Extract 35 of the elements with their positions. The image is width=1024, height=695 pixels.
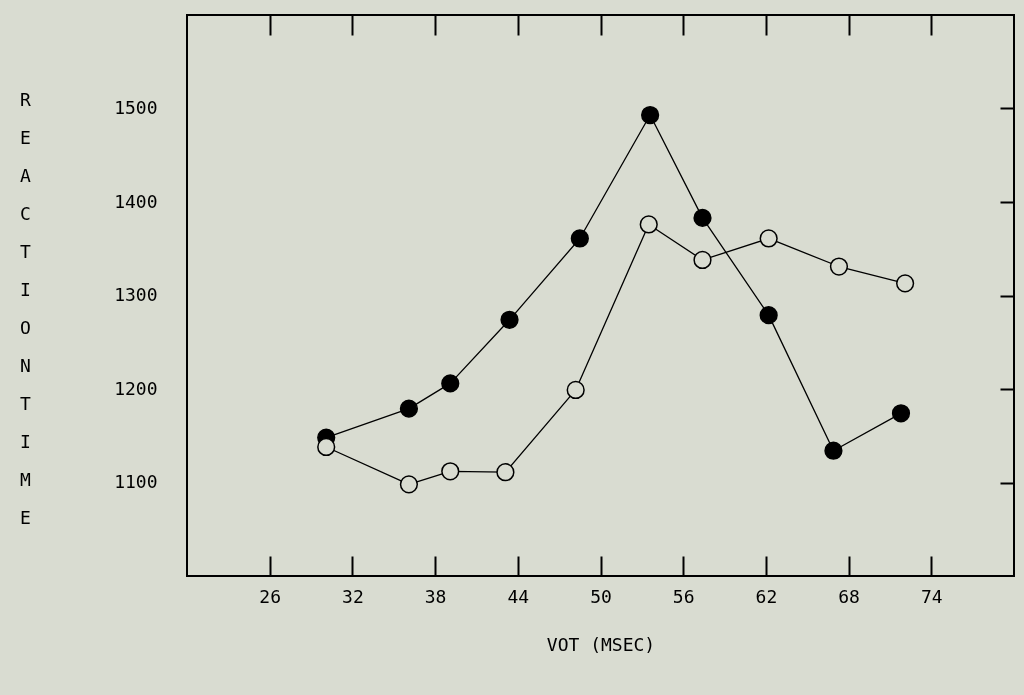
- x-tick-label: 50: [590, 585, 612, 607]
- point: [895, 274, 915, 293]
- x-tick-label: 44: [507, 585, 530, 607]
- y-tick-label: 1300: [114, 284, 158, 305]
- point: [441, 374, 460, 393]
- point: [759, 229, 778, 248]
- point: [399, 399, 419, 418]
- point: [496, 463, 515, 482]
- x-tick-label: 32: [342, 585, 364, 607]
- x-tick-label: 38: [424, 585, 447, 607]
- x-tick-label: 74: [920, 585, 943, 607]
- point: [829, 257, 849, 276]
- point: [399, 475, 419, 494]
- point: [639, 215, 658, 234]
- point: [500, 310, 519, 329]
- y-tick-label: 1500: [114, 97, 158, 118]
- point: [693, 250, 712, 270]
- point: [693, 208, 712, 227]
- point: [566, 380, 585, 400]
- y-tick-label: 1100: [114, 471, 158, 492]
- x-tick-label: 68: [838, 585, 860, 607]
- point: [824, 441, 843, 460]
- y-tick-label: 1200: [114, 377, 158, 399]
- y-tick-label: 1400: [114, 190, 158, 212]
- point: [891, 404, 911, 423]
- point: [317, 437, 336, 457]
- point: [441, 462, 460, 481]
- x-tick-label: 26: [259, 585, 282, 607]
- x-tick-label: 56: [672, 585, 695, 607]
- point: [570, 229, 589, 248]
- point: [759, 306, 778, 325]
- point: [641, 105, 660, 125]
- text: REACTION TIME: [20, 88, 31, 528]
- x-axis-title: VOT (MSEC): [546, 633, 656, 655]
- x-tick-label: 62: [755, 585, 778, 607]
